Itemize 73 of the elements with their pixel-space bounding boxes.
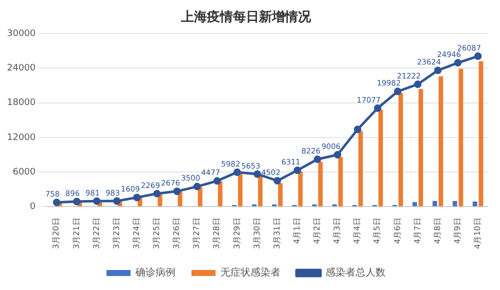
x-tick-label: 4月5日 — [372, 218, 382, 244]
point — [113, 197, 121, 205]
bar — [338, 157, 343, 206]
point — [374, 104, 382, 112]
point — [474, 52, 482, 60]
x-tick-label: 3月30日 — [252, 218, 262, 250]
legend-label: 无症状感染者 — [220, 266, 280, 279]
bar — [432, 200, 438, 206]
y-tick-label: 0 — [30, 202, 36, 212]
y-tick-label: 30000 — [6, 28, 36, 39]
bar — [318, 162, 323, 206]
point — [314, 156, 322, 164]
x-tick-label: 4月4日 — [352, 218, 362, 244]
point — [274, 177, 282, 184]
x-tick-label: 3月22日 — [92, 218, 101, 250]
point — [213, 177, 221, 185]
point — [294, 166, 302, 174]
point — [72, 198, 80, 206]
point — [254, 170, 262, 178]
point — [133, 194, 141, 202]
point — [434, 66, 442, 74]
point — [233, 168, 241, 176]
point — [394, 88, 402, 96]
x-tick-label: 4月1日 — [292, 218, 302, 244]
bar — [398, 93, 403, 206]
bar — [378, 110, 383, 206]
x-tick-label: 3月31日 — [272, 218, 282, 250]
chart-title: 上海疫情每日新增情况 — [180, 9, 312, 26]
bar — [218, 181, 222, 206]
x-tick-label: 3月20日 — [52, 218, 61, 250]
y-tick-label: 18000 — [6, 98, 36, 108]
bar — [458, 68, 464, 206]
bar — [478, 61, 484, 206]
x-tick-label: 3月28日 — [212, 218, 222, 250]
point — [193, 182, 201, 190]
bar — [258, 176, 263, 206]
x-tick-label: 4月8日 — [432, 218, 442, 244]
x-tick-label: 3月24日 — [132, 218, 141, 250]
bar — [412, 202, 418, 206]
x-tick-label: 3月25日 — [152, 218, 162, 250]
x-tick-label: 4月3日 — [332, 218, 342, 244]
bar — [238, 174, 242, 206]
point — [334, 151, 342, 159]
point — [173, 188, 181, 196]
bar — [298, 172, 303, 206]
legend-label: 感染者总人数 — [326, 266, 386, 279]
y-tick-label: 12000 — [6, 132, 36, 143]
x-tick-label: 4月10日 — [473, 218, 482, 250]
bar — [278, 183, 283, 206]
x-tick-label: 3月21日 — [72, 218, 81, 250]
point — [153, 190, 161, 198]
point — [52, 198, 60, 206]
bar — [438, 76, 444, 206]
legend-label: 确诊病例 — [134, 266, 176, 279]
x-tick-label: 4月2日 — [312, 218, 322, 244]
x-tick-label: 3月23日 — [112, 218, 121, 250]
bar — [358, 131, 363, 206]
x-tick-label: 4月7日 — [412, 218, 422, 244]
bar — [198, 187, 202, 206]
point — [454, 59, 462, 67]
y-tick-label: 6000 — [12, 167, 36, 178]
x-tick-label: 4月9日 — [452, 218, 462, 244]
x-tick-label: 3月29日 — [232, 218, 242, 250]
y-tick-label: 24000 — [6, 64, 36, 74]
x-tick-label: 4月6日 — [392, 218, 402, 244]
point — [354, 126, 362, 134]
point — [414, 80, 422, 88]
bar — [452, 200, 458, 206]
bar — [472, 202, 478, 206]
x-tick-label: 3月26日 — [172, 218, 182, 250]
point — [93, 197, 101, 205]
x-tick-label: 3月27日 — [192, 218, 202, 250]
bar — [418, 89, 424, 206]
